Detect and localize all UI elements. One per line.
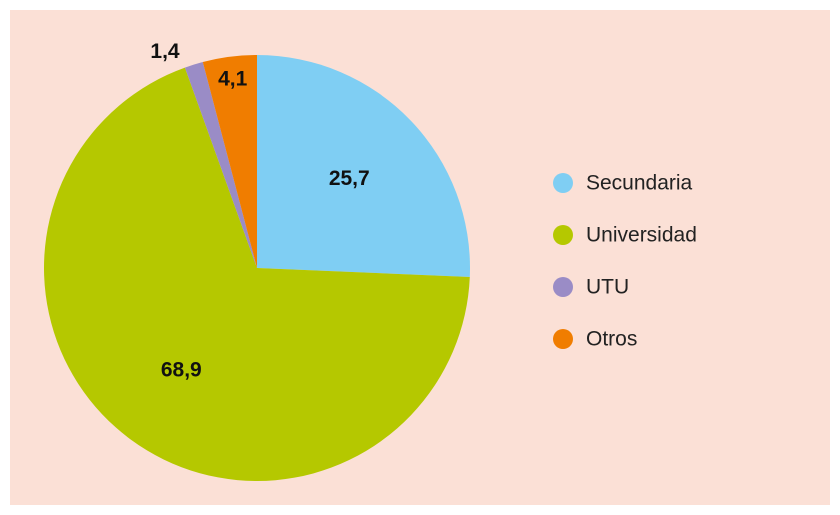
pie-slice bbox=[43, 67, 470, 482]
data-label: 1,4 bbox=[150, 40, 180, 63]
legend-label: Otros bbox=[586, 328, 637, 351]
legend-swatch bbox=[553, 173, 573, 193]
pie-slice bbox=[184, 62, 257, 268]
data-label: 4,1 bbox=[218, 68, 248, 91]
data-label: 68,9 bbox=[161, 359, 202, 382]
legend-swatch bbox=[553, 277, 573, 297]
legend-swatch bbox=[553, 329, 573, 349]
legend-swatch bbox=[553, 225, 573, 245]
pie-slice bbox=[257, 55, 470, 278]
data-label: 25,7 bbox=[329, 167, 370, 190]
legend-label: Secundaria bbox=[586, 172, 693, 195]
pie-slice bbox=[202, 55, 257, 268]
legend-label: Universidad bbox=[586, 224, 697, 247]
legend-label: UTU bbox=[586, 276, 629, 299]
